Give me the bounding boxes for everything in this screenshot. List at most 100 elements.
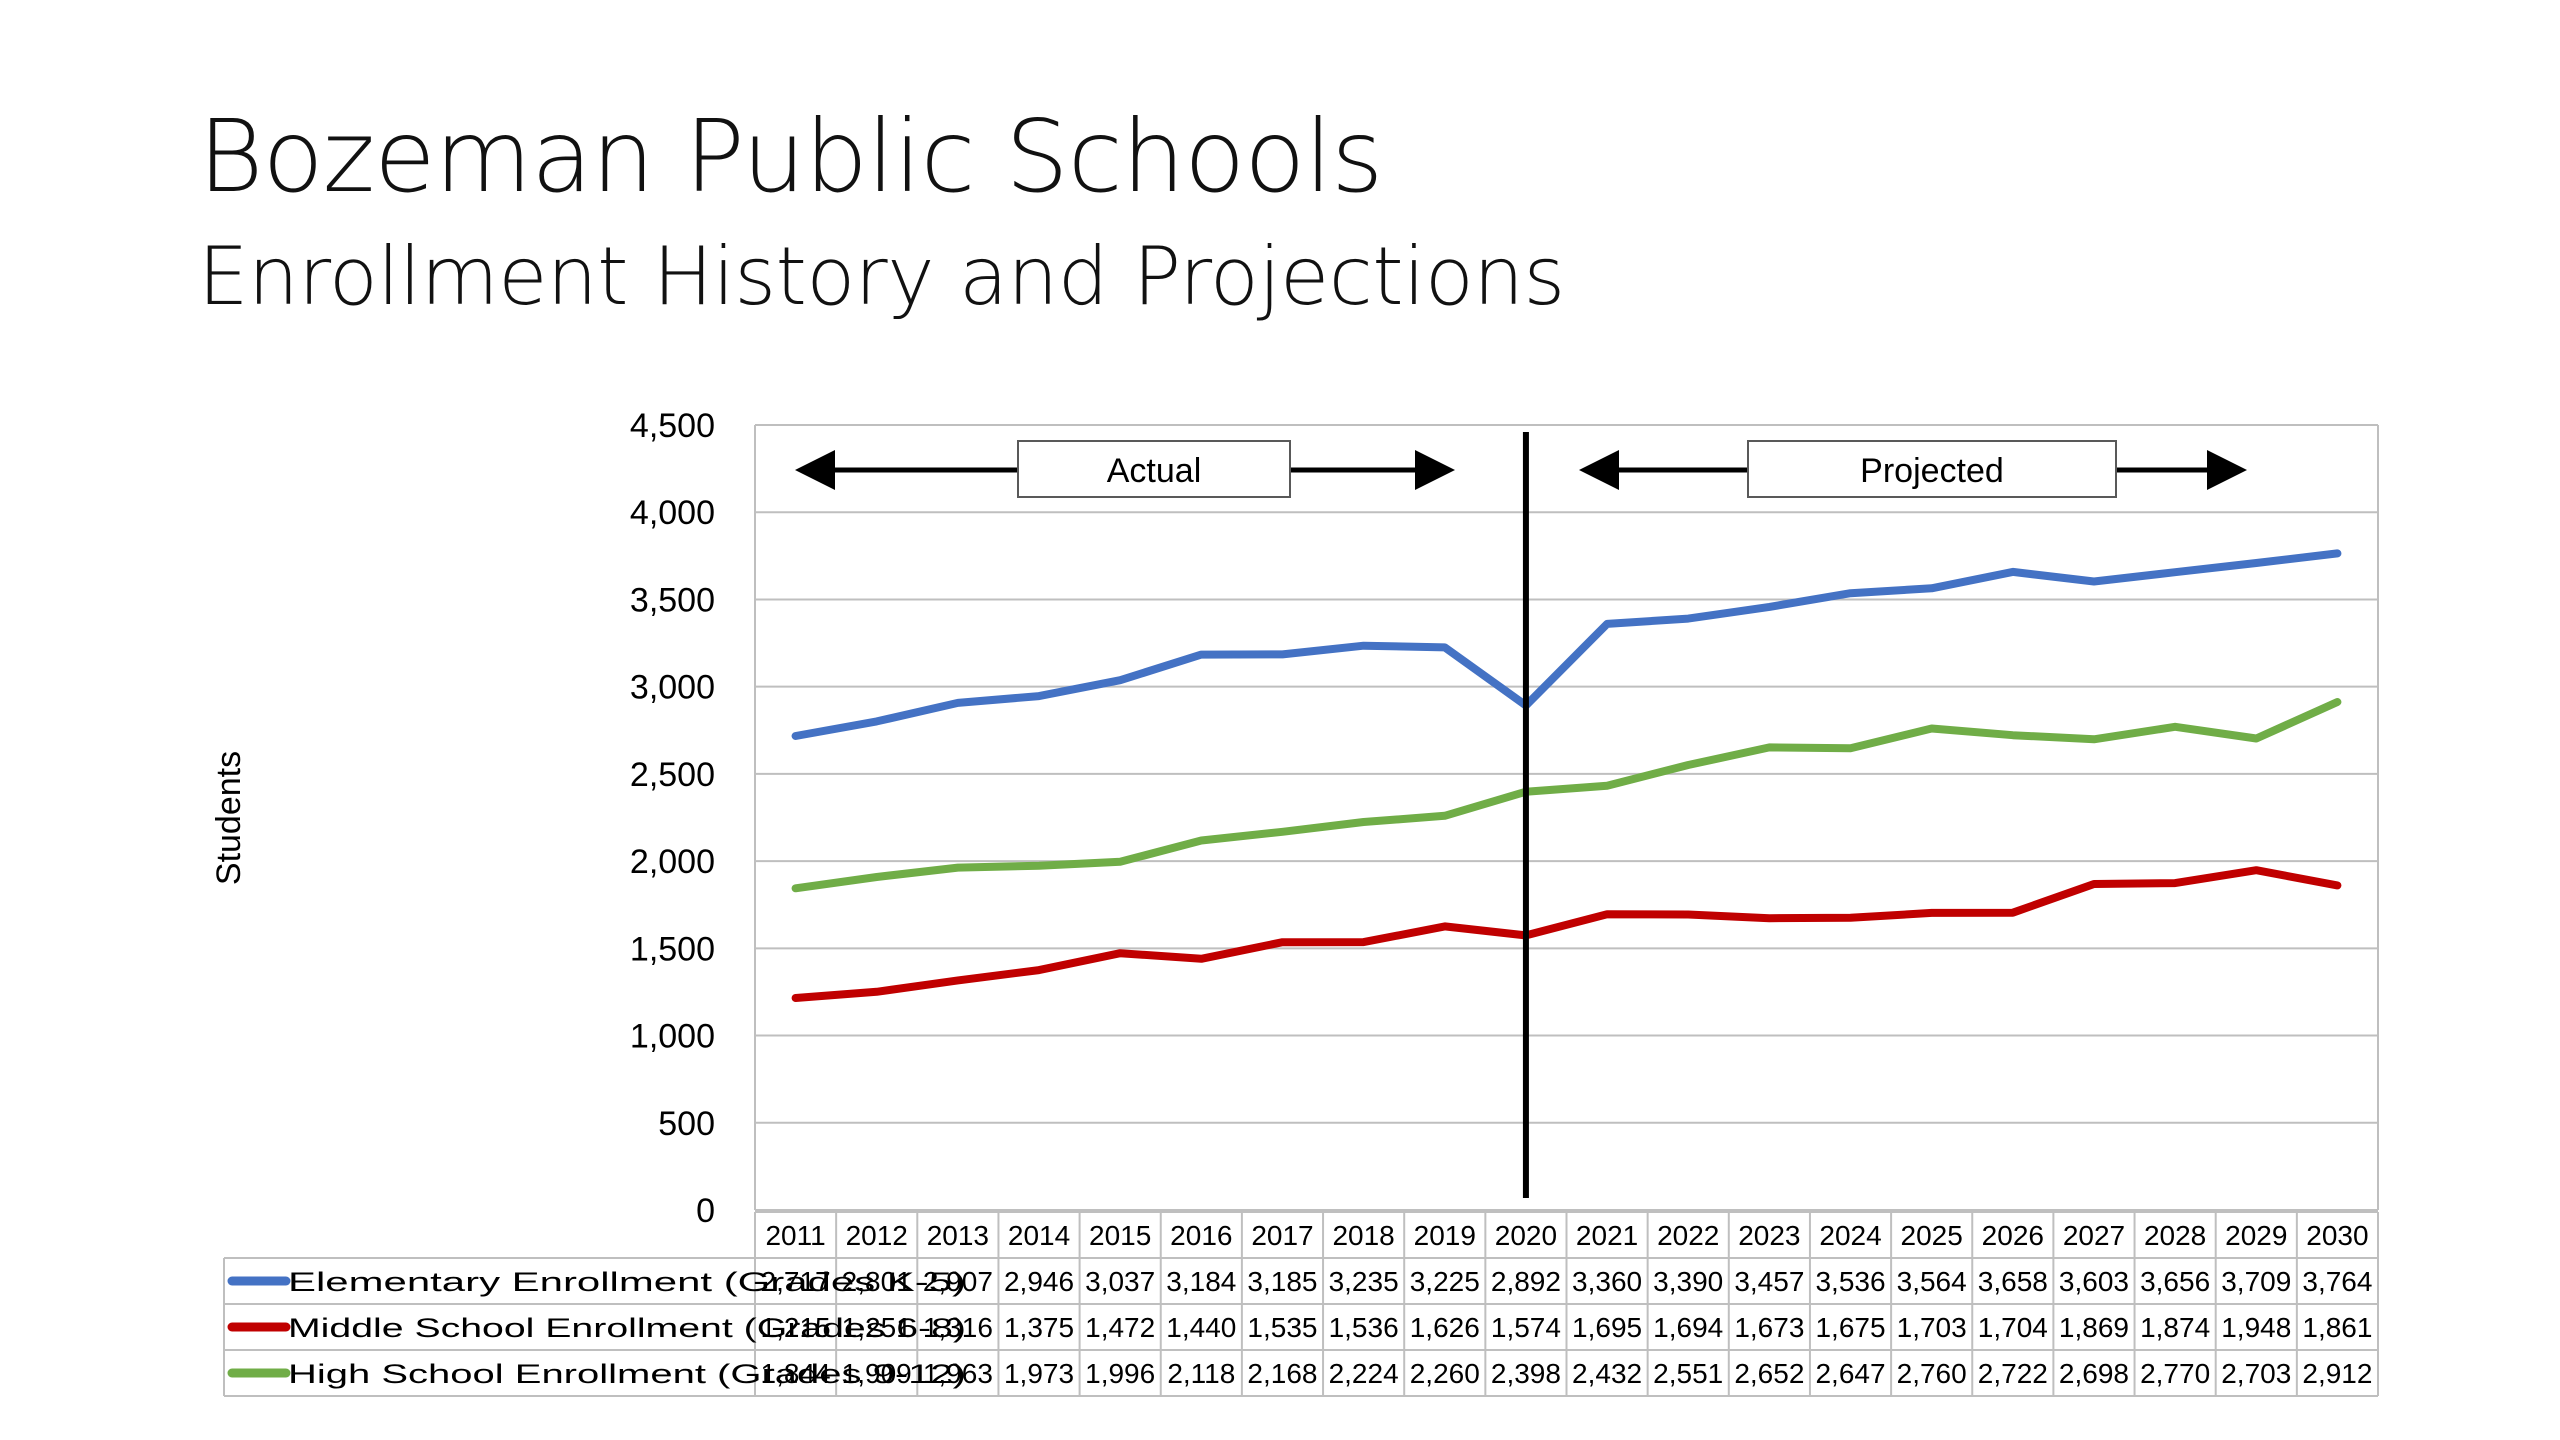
data-label: 1,909 — [842, 1358, 912, 1389]
data-label: 1,535 — [1247, 1312, 1317, 1343]
x-tick-label: 2011 — [765, 1220, 825, 1251]
data-label: 1,861 — [2302, 1312, 2372, 1343]
data-label: 1,574 — [1491, 1312, 1561, 1343]
y-tick-label: 500 — [658, 1105, 715, 1143]
data-label: 1,844 — [761, 1358, 831, 1389]
data-label: 3,225 — [1410, 1266, 1480, 1297]
data-label: 1,316 — [923, 1312, 993, 1343]
data-label: 1,874 — [2140, 1312, 2210, 1343]
data-label: 1,963 — [923, 1358, 993, 1389]
data-label: 3,658 — [1978, 1266, 2048, 1297]
data-label: 2,398 — [1491, 1358, 1561, 1389]
data-label: 1,996 — [1085, 1358, 1155, 1389]
x-tick-label: 2029 — [2225, 1220, 2287, 1251]
slide-title: Bozeman Public Schools — [198, 98, 1383, 215]
data-label: 3,603 — [2059, 1266, 2129, 1297]
data-label: 1,675 — [1815, 1312, 1885, 1343]
series-lines — [791, 549, 2342, 1002]
x-tick-label: 2018 — [1332, 1220, 1394, 1251]
y-tick-label: 0 — [696, 1192, 715, 1230]
actual-label: Actual — [1107, 452, 1202, 490]
data-label: 2,912 — [2302, 1358, 2372, 1389]
data-label: 1,626 — [1410, 1312, 1480, 1343]
series-line — [791, 698, 2342, 893]
actual-label-box — [1017, 440, 1291, 498]
y-axis-ticks: 0 500 1,000 1,500 2,000 2,500 3,000 3,500 4,000 4… — [630, 407, 715, 1230]
data-label: 1,703 — [1897, 1312, 1967, 1343]
data-label: 2,224 — [1329, 1358, 1399, 1389]
data-label: 2,946 — [1004, 1266, 1074, 1297]
data-label: 3,184 — [1166, 1266, 1236, 1297]
projected-label-box — [1747, 440, 2117, 498]
data-label: 3,037 — [1085, 1266, 1155, 1297]
data-label: 1,440 — [1166, 1312, 1236, 1343]
legend-label: Elementary Enrollment (Grades K-5) — [288, 1267, 966, 1297]
data-label: 1,536 — [1329, 1312, 1399, 1343]
x-tick-label: 2022 — [1657, 1220, 1719, 1251]
data-table: 2011 2012 2013 2014 2015 2016 2017 2018 2019 2020… — [223, 1211, 2379, 1397]
x-tick-label: 2019 — [1414, 1220, 1476, 1251]
data-label: 2,770 — [2140, 1358, 2210, 1389]
x-tick-label: 2027 — [2063, 1220, 2125, 1251]
data-label: 1,215 — [761, 1312, 831, 1343]
data-label: 3,360 — [1572, 1266, 1642, 1297]
x-tick-label: 2016 — [1170, 1220, 1232, 1251]
series-line — [791, 549, 2342, 740]
data-label: 3,764 — [2302, 1266, 2372, 1297]
y-tick-label: 1,000 — [630, 1018, 715, 1056]
y-tick-label: 1,500 — [630, 930, 715, 968]
data-label: 3,536 — [1815, 1266, 1885, 1297]
y-tick-label: 2,500 — [630, 756, 715, 794]
data-label: 1,673 — [1734, 1312, 1804, 1343]
grid-lines — [754, 424, 2379, 1211]
data-label: 2,717 — [761, 1266, 831, 1297]
data-label: 3,390 — [1653, 1266, 1723, 1297]
data-label: 1,973 — [1004, 1358, 1074, 1389]
data-label: 2,907 — [923, 1266, 993, 1297]
data-label: 2,801 — [842, 1266, 912, 1297]
data-label: 1,869 — [2059, 1312, 2129, 1343]
data-label: 1,472 — [1085, 1312, 1155, 1343]
data-label: 3,709 — [2221, 1266, 2291, 1297]
x-tick-label: 2014 — [1008, 1220, 1070, 1251]
data-label: 2,760 — [1897, 1358, 1967, 1389]
x-tick-label: 2021 — [1576, 1220, 1638, 1251]
x-tick-label: 2013 — [927, 1220, 989, 1251]
x-tick-label: 2015 — [1089, 1220, 1151, 1251]
x-tick-label: 2028 — [2144, 1220, 2206, 1251]
data-label: 1,694 — [1653, 1312, 1723, 1343]
y-tick-label: 3,500 — [630, 581, 715, 619]
y-tick-label: 4,000 — [630, 494, 715, 532]
x-tick-label: 2017 — [1251, 1220, 1313, 1251]
data-label: 3,457 — [1734, 1266, 1804, 1297]
projected-label: Projected — [1860, 452, 2004, 490]
y-tick-label: 2,000 — [630, 843, 715, 881]
data-label: 3,235 — [1329, 1266, 1399, 1297]
data-label: 2,698 — [2059, 1358, 2129, 1389]
x-tick-label: 2030 — [2306, 1220, 2368, 1251]
data-label: 1,695 — [1572, 1312, 1642, 1343]
y-axis-label: Students — [210, 751, 248, 885]
data-label: 2,722 — [1978, 1358, 2048, 1389]
x-tick-label: 2024 — [1819, 1220, 1881, 1251]
data-label: 3,656 — [2140, 1266, 2210, 1297]
data-label: 1,375 — [1004, 1312, 1074, 1343]
annotations: Actual Projected — [795, 440, 2247, 498]
y-tick-label: 4,500 — [630, 407, 715, 445]
data-label: 1,948 — [2221, 1312, 2291, 1343]
data-label: 2,551 — [1653, 1358, 1723, 1389]
data-label: 2,118 — [1167, 1358, 1235, 1389]
data-label: 2,168 — [1247, 1358, 1317, 1389]
x-tick-label: 2012 — [846, 1220, 908, 1251]
legend-label: High School Enrollment (Grades 9-12) — [288, 1359, 966, 1389]
x-tick-label: 2023 — [1738, 1220, 1800, 1251]
slide-subtitle: Enrollment History and Projections — [198, 230, 1565, 323]
data-label: 1,251 — [842, 1312, 912, 1343]
data-label: 2,703 — [2221, 1358, 2291, 1389]
data-label: 2,260 — [1410, 1358, 1480, 1389]
data-label: 2,652 — [1734, 1358, 1804, 1389]
series-line — [791, 866, 2342, 1002]
legend-label: Middle School Enrollment (Grades 6-8) — [288, 1313, 966, 1343]
